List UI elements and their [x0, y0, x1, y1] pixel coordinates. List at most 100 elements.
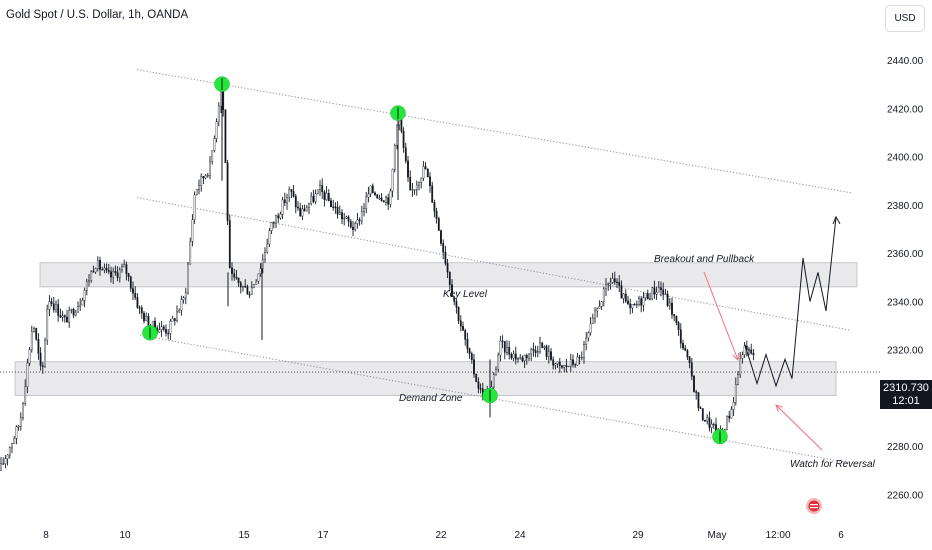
- candle-body: [651, 287, 654, 299]
- candle-body: [187, 263, 189, 293]
- candle-body: [514, 353, 517, 360]
- candle-body: [275, 215, 277, 224]
- candle-body: [162, 326, 165, 330]
- candle-body: [411, 189, 414, 191]
- candle-body: [171, 318, 174, 322]
- candle-body: [140, 307, 143, 314]
- candle-body: [532, 349, 535, 351]
- candle-body: [345, 216, 348, 219]
- candle-body: [539, 342, 541, 353]
- candle-body: [666, 293, 669, 306]
- channel-line-lower[interactable]: [139, 334, 852, 464]
- candle-body: [640, 298, 643, 306]
- candle-body: [662, 289, 665, 295]
- candle-body: [435, 210, 438, 219]
- candle-body: [92, 271, 95, 273]
- candle-body: [556, 361, 559, 364]
- candle-body: [312, 196, 315, 202]
- candle-body: [94, 268, 97, 273]
- candle-body: [52, 303, 55, 311]
- candle-body: [572, 359, 574, 365]
- candle-body: [259, 268, 262, 275]
- flag-icon[interactable]: [806, 498, 822, 514]
- candle-body: [530, 349, 533, 355]
- candle-body: [173, 318, 176, 321]
- candle-body: [191, 219, 194, 242]
- candle-body: [35, 328, 38, 340]
- key-level-zone[interactable]: [39, 262, 858, 288]
- candle-body: [323, 191, 326, 200]
- candle-body: [112, 271, 115, 278]
- x-tick-label: May: [708, 530, 727, 541]
- candle-body: [457, 307, 460, 321]
- candle-body: [118, 269, 121, 278]
- reversal-arrow-head: [775, 404, 783, 412]
- candle-body: [74, 311, 77, 316]
- candle-body: [536, 351, 539, 353]
- reversal-arrow[interactable]: [775, 404, 823, 451]
- candle-body: [371, 185, 374, 194]
- candle-body: [635, 303, 638, 306]
- candle-body: [66, 316, 68, 323]
- demand-zone-label: Demand Zone: [399, 393, 463, 404]
- candle-body: [620, 285, 623, 299]
- candle-body: [237, 277, 240, 283]
- candle-body: [470, 353, 473, 361]
- candle-body: [706, 417, 709, 422]
- candle-body: [629, 303, 632, 309]
- candle-body: [246, 286, 249, 295]
- breakout-arrow[interactable]: [703, 271, 739, 361]
- candle-body: [206, 174, 209, 177]
- y-tick-label: 2420.00: [887, 104, 924, 115]
- candle-body: [327, 193, 330, 202]
- candle-body: [415, 184, 418, 190]
- candle-body: [409, 176, 412, 191]
- candle-body: [19, 417, 22, 427]
- candle-body: [653, 287, 656, 295]
- candle-body: [649, 298, 651, 300]
- candle-body: [107, 269, 110, 272]
- candle-body: [59, 315, 62, 318]
- candle-body: [266, 243, 269, 253]
- candle-body: [294, 196, 297, 208]
- candle-body: [281, 199, 284, 215]
- channel-line-upper[interactable]: [136, 69, 852, 194]
- y-tick-label: 2360.00: [887, 249, 924, 260]
- candle-body: [424, 166, 427, 170]
- candle-body: [81, 300, 84, 306]
- candle-body: [602, 288, 605, 302]
- candle-body: [657, 287, 660, 293]
- y-tick-label: 2440.00: [887, 56, 924, 67]
- candle-body: [580, 357, 583, 359]
- candle-body: [616, 281, 618, 284]
- candle-body: [233, 273, 236, 278]
- currency-button[interactable]: USD: [885, 5, 925, 32]
- candle-body: [554, 363, 557, 366]
- candle-body: [30, 331, 33, 350]
- candle-body: [585, 337, 588, 346]
- candle-body: [587, 332, 590, 339]
- candle-body: [338, 212, 341, 215]
- candle-body: [88, 280, 90, 282]
- candle-body: [433, 202, 436, 212]
- candle-body: [374, 192, 376, 195]
- candle-body: [506, 347, 508, 353]
- candle-body: [591, 317, 594, 325]
- candle-body: [376, 194, 379, 199]
- candle-body: [325, 193, 328, 200]
- candle-body: [213, 138, 216, 151]
- projection-path[interactable]: [744, 216, 837, 388]
- candle-body: [468, 348, 471, 354]
- candle-body: [369, 185, 372, 195]
- candle-body: [321, 185, 324, 193]
- candle-body: [286, 197, 288, 204]
- candle-body: [33, 328, 35, 332]
- candle-body: [464, 330, 467, 340]
- channel-line-middle[interactable]: [136, 197, 852, 331]
- demand-zone-zone[interactable]: [14, 361, 837, 396]
- candle-body: [132, 288, 134, 294]
- candle-body: [90, 271, 93, 281]
- candle-body: [389, 190, 392, 205]
- candle-body: [8, 447, 11, 456]
